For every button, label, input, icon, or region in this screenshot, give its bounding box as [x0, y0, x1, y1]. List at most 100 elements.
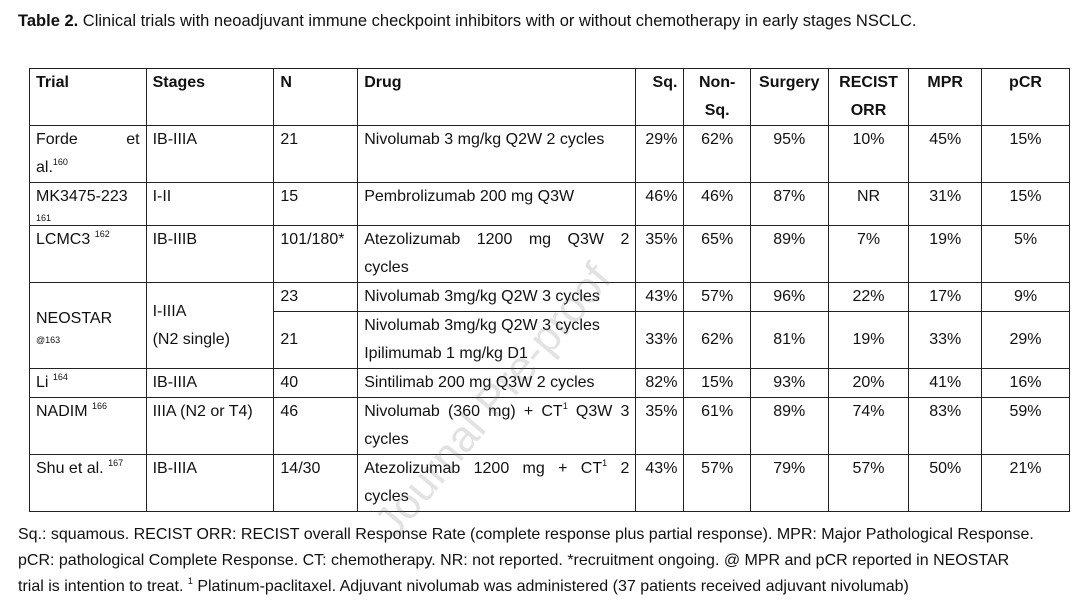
cell-stages: IIIA (N2 or T4)	[145, 397, 275, 455]
cell-drug: Nivolumab 3mg/kg Q2W 3 cycles Ipilimumab …	[357, 311, 637, 369]
header-recist: RECIST ORR	[827, 68, 910, 126]
cell-trial: Li 164	[29, 368, 147, 398]
cell-surgery: 89%	[749, 397, 829, 455]
cell-surgery: 93%	[749, 368, 829, 398]
cell-drug: Nivolumab (360 mg) + CT1 Q3W 3 cycles	[357, 397, 637, 455]
footnote-line2: pCR: pathological Complete Response. CT:…	[18, 552, 1010, 569]
reference-number: 166	[92, 400, 108, 411]
header-sq: Sq.	[635, 68, 685, 126]
trial-name-part: al.	[36, 159, 53, 176]
cell-surgery: 89%	[749, 225, 829, 283]
cell-stages: I-IIIA (N2 single)	[145, 282, 275, 369]
cell-nonsq: 15%	[683, 368, 751, 398]
table-footnote: Sq.: squamous. RECIST ORR: RECIST overal…	[18, 522, 1068, 600]
cell-nonsq: 46%	[683, 182, 751, 226]
cell-mpr: 50%	[908, 454, 982, 512]
cell-drug: Sintilimab 200 mg Q3W 2 cycles	[357, 368, 637, 398]
trial-name-part: et	[126, 131, 140, 148]
cell-drug: Nivolumab 3 mg/kg Q2W 2 cycles	[357, 125, 637, 183]
trial-name: NADIM	[36, 403, 88, 420]
header-nonsq: Non- Sq.	[683, 68, 751, 126]
drug-line2: cycles	[364, 488, 409, 505]
cell-sq: 46%	[635, 182, 685, 226]
drug-line2: cycles	[364, 431, 409, 448]
header-nonsq-line2: Sq.	[704, 102, 730, 119]
drug-line1: Nivolumab 3mg/kg Q2W 3 cycles	[364, 317, 600, 334]
footnote-line1: Sq.: squamous. RECIST ORR: RECIST overal…	[18, 526, 1034, 543]
cell-sq: 35%	[635, 225, 685, 283]
table-row: 21 Nivolumab 3mg/kg Q2W 3 cycles Ipilimum…	[30, 311, 1070, 369]
cell-surgery: 81%	[749, 311, 829, 369]
table-row: NADIM 166 IIIA (N2 or T4) 46 Nivolumab (…	[29, 397, 1070, 455]
header-nonsq-line1: Non-	[698, 74, 736, 91]
header-pcr: pCR	[981, 68, 1070, 126]
cell-nonsq: 57%	[683, 454, 751, 512]
cell-n: 15	[273, 182, 359, 226]
stages-line2: (N2 single)	[152, 330, 230, 348]
cell-stages: IB-IIIA	[145, 125, 275, 183]
drug-text: Nivolumab (360 mg) + CT	[364, 403, 563, 420]
cell-mpr: 45%	[908, 125, 982, 183]
trial-name-line1: Forde et	[36, 126, 140, 154]
cell-orr: NR	[827, 182, 910, 226]
footnote-marker: 1	[187, 575, 193, 586]
cell-trial: NEOSTAR @163	[29, 282, 147, 369]
cell-stages: IB-IIIB	[145, 225, 275, 283]
drug-text: Q3W 3	[567, 403, 630, 420]
header-surgery: Surgery	[749, 68, 829, 126]
cell-drug: Atezolizumab 1200 mg + CT1 2 cycles	[357, 454, 637, 512]
footnote-marker: 1	[562, 400, 568, 411]
reference-number: 160	[52, 156, 68, 167]
cell-trial: Forde et al.160	[29, 125, 147, 183]
footnote-marker: 1	[602, 457, 608, 468]
reference-number: 167	[108, 457, 124, 468]
cell-n: 101/180*	[273, 225, 359, 283]
table-row: Li 164 IB-IIIA 40 Sintilimab 200 mg Q3W …	[29, 368, 1070, 398]
cell-surgery: 96%	[749, 282, 829, 312]
drug-line2: Ipilimumab 1 mg/kg D1	[364, 345, 528, 362]
trial-name: LCMC3	[36, 231, 91, 248]
cell-orr: 74%	[827, 397, 910, 455]
cell-sq: 82%	[635, 368, 685, 398]
drug-line2: cycles	[364, 259, 409, 276]
trial-name: Li	[36, 374, 49, 391]
cell-orr: 10%	[827, 125, 910, 183]
cell-nonsq: 62%	[683, 125, 751, 183]
cell-pcr: 16%	[981, 368, 1070, 398]
header-recist-line2: ORR	[850, 102, 887, 119]
cell-sq: 43%	[635, 282, 685, 312]
drug-text: Atezolizumab 1200 mg + CT	[364, 460, 603, 477]
cell-pcr: 21%	[981, 454, 1070, 512]
reference-number: 161	[36, 213, 52, 223]
cell-trial: MK3475-223 161	[29, 182, 147, 226]
cell-orr: 20%	[827, 368, 910, 398]
cell-pcr: 9%	[981, 282, 1070, 312]
cell-mpr: 33%	[908, 311, 982, 369]
cell-n: 21	[273, 311, 359, 369]
reference-number: @163	[36, 334, 61, 345]
cell-n: 14/30	[273, 454, 359, 512]
cell-pcr: 5%	[981, 225, 1070, 283]
header-trial: Trial	[29, 68, 147, 126]
header-drug: Drug	[357, 68, 637, 126]
table-row: MK3475-223 161 I-II 15 Pembrolizumab 200 …	[29, 182, 1070, 226]
footnote-line3: trial is intention to treat. 1 Platinum-…	[18, 574, 1068, 600]
cell-nonsq: 62%	[683, 311, 751, 369]
table-row: Shu et al. 167 IB-IIIA 14/30 Atezolizuma…	[29, 454, 1070, 512]
header-mpr: MPR	[908, 68, 982, 126]
drug-line1: Atezolizumab 1200 mg + CT1 2	[364, 455, 629, 483]
reference-number: 162	[94, 228, 110, 239]
cell-drug: Atezolizumab 1200 mg Q3W 2 cycles	[357, 225, 637, 283]
reference-number: 164	[52, 371, 68, 382]
header-n: N	[273, 68, 359, 126]
cell-n: 23	[273, 282, 359, 312]
cell-orr: 57%	[827, 454, 910, 512]
cell-surgery: 95%	[749, 125, 829, 183]
cell-mpr: 17%	[908, 282, 982, 312]
header-row: Trial Stages N Drug Sq. Non- Sq. Surgery …	[29, 68, 1070, 126]
cell-mpr: 83%	[908, 397, 982, 455]
cell-sq: 29%	[635, 125, 685, 183]
trial-name: MK3475-223	[36, 188, 128, 205]
cell-pcr: 29%	[981, 311, 1070, 369]
cell-pcr: 15%	[981, 182, 1070, 226]
